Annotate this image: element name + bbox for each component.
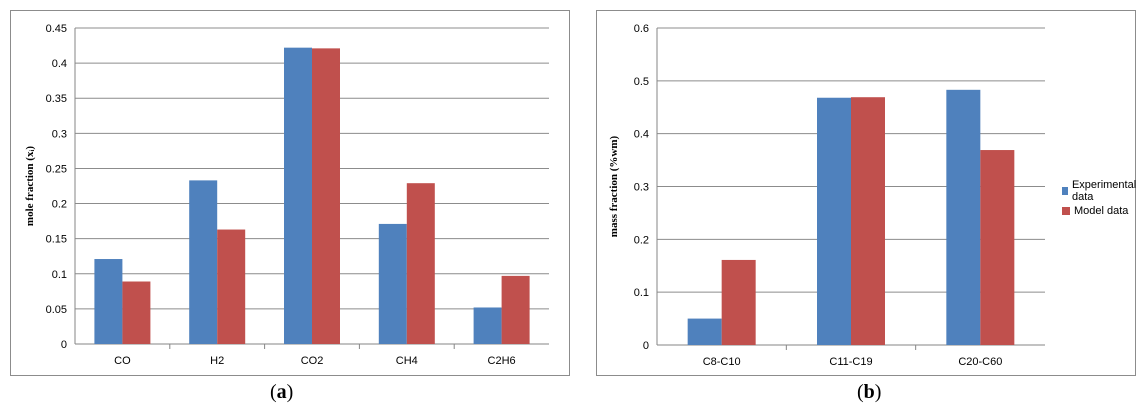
chart-panel-b: 0 0.1 0.2 0.3 0.4 0.5 0.6 C8-C10 C11-C19 C20-C60 m… [596, 10, 1136, 376]
y-axis-title: mass fraction (%wm) [608, 135, 620, 237]
y-tick-label: 0.4 [634, 129, 649, 141]
bar-model [312, 48, 340, 345]
y-tick-label: 0.5 [634, 76, 649, 88]
x-category-label: C20-C60 [958, 356, 1002, 368]
bar-experimental [946, 89, 981, 345]
y-tick-label: 0.4 [52, 58, 67, 70]
x-category-label: H2 [210, 355, 224, 367]
bar-model [721, 259, 756, 345]
y-axis-title: mole fraction (xᵢ) [24, 146, 36, 226]
x-category-label: C2H6 [488, 355, 516, 367]
bar-experimental [687, 318, 722, 345]
bar-model [501, 275, 530, 344]
legend-item-model: Model data [1062, 201, 1137, 221]
x-category-label: C11-C19 [829, 356, 872, 368]
legend-label-experimental: Experimental data [1071, 179, 1137, 203]
bar-model [217, 229, 246, 344]
y-tick-label: 0.35 [46, 93, 67, 105]
caption-b: (b) [857, 381, 882, 403]
chart-b-legend: Experimental data Model data [1062, 179, 1137, 221]
y-tick-label: 0 [643, 340, 649, 352]
y-tick-label: 0.15 [46, 234, 67, 246]
y-tick-label: 0.1 [52, 269, 67, 281]
y-tick-label: 0.25 [46, 163, 67, 175]
y-tick-label: 0.45 [46, 23, 67, 35]
y-tick-label: 0.05 [46, 304, 67, 316]
x-category-label: CO [114, 355, 131, 367]
y-tick-label: 0.2 [52, 199, 67, 211]
y-tick-label: 0.3 [52, 128, 67, 140]
y-tick-label: 0.6 [634, 23, 649, 35]
x-category-label: CO2 [301, 355, 324, 367]
chart-panel-a: 0 0.05 0.1 0.15 0.2 0.25 0.3 0.35 0.4 0.45 CO H2 CO2… [10, 10, 570, 376]
legend-swatch-experimental [1062, 187, 1068, 195]
chart-b-plot: 0 0.1 0.2 0.3 0.4 0.5 0.6 C8-C10 C11-C19 C20-C60 m… [608, 23, 1045, 368]
caption-a-letter: a [276, 381, 287, 403]
caption-b-letter: b [863, 381, 875, 403]
x-category-label: C8-C10 [703, 356, 741, 368]
legend-label-model: Model data [1074, 205, 1129, 217]
bar-model [406, 183, 435, 344]
y-tick-label: 0.1 [634, 287, 649, 299]
y-tick-label: 0.2 [634, 234, 649, 246]
bar-experimental [284, 47, 312, 344]
bar-experimental [817, 97, 851, 346]
bar-experimental [378, 223, 407, 344]
legend-item-experimental: Experimental data [1062, 179, 1137, 203]
y-tick-label: 0 [61, 339, 67, 351]
bar-experimental [189, 180, 218, 344]
bar-experimental [94, 259, 123, 344]
legend-swatch-model [1062, 207, 1070, 215]
caption-a: (a) [270, 381, 294, 403]
bar-model [980, 150, 1015, 345]
bar-experimental [473, 307, 502, 344]
bar-model [122, 281, 151, 344]
bar-model [851, 97, 885, 345]
chart-a-plot: 0 0.05 0.1 0.15 0.2 0.25 0.3 0.35 0.4 0.45 CO H2 CO2… [24, 23, 549, 367]
x-category-label: CH4 [396, 355, 418, 367]
y-tick-label: 0.3 [634, 182, 649, 194]
